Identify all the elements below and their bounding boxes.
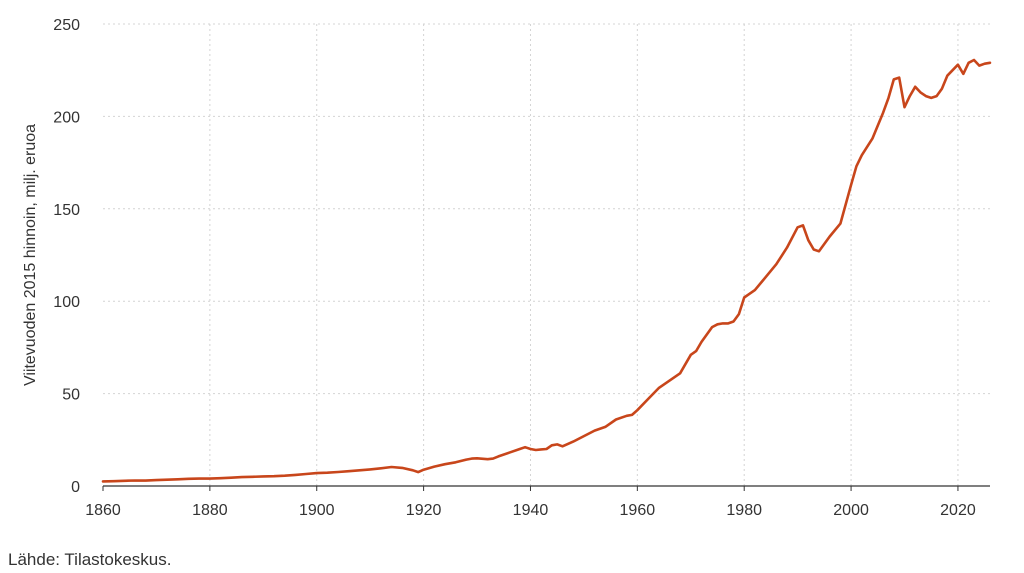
y-axis-ticks: 0 50 100 150 200 250 — [53, 17, 80, 496]
y-tick-label: 100 — [53, 294, 80, 311]
x-tick-label: 2020 — [940, 502, 976, 519]
y-tick-label: 200 — [53, 109, 80, 126]
y-tick-label: 250 — [53, 17, 80, 34]
x-tick-label: 1900 — [299, 502, 335, 519]
y-tick-label: 50 — [62, 387, 80, 404]
series-line-0 — [101, 58, 992, 483]
x-tick-label: 1980 — [726, 502, 762, 519]
x-axis-ticks: 1860 1880 1900 1920 1940 1960 1980 2000 2020 — [85, 486, 976, 519]
y-axis-title: Viitevuoden 2015 hinnoin, milj. eruoa — [22, 124, 39, 386]
y-tick-label: 0 — [71, 479, 80, 496]
x-tick-label: 1860 — [85, 502, 121, 519]
y-tick-label: 150 — [53, 202, 80, 219]
x-tick-label: 1960 — [620, 502, 656, 519]
x-tick-label: 1920 — [406, 502, 442, 519]
x-tick-label: 1880 — [192, 502, 228, 519]
gridlines — [103, 23, 990, 486]
x-tick-label: 1940 — [513, 502, 549, 519]
source-note: Lähde: Tilastokeskus. — [8, 550, 172, 569]
series-layer — [101, 58, 992, 483]
x-tick-label: 2000 — [833, 502, 869, 519]
